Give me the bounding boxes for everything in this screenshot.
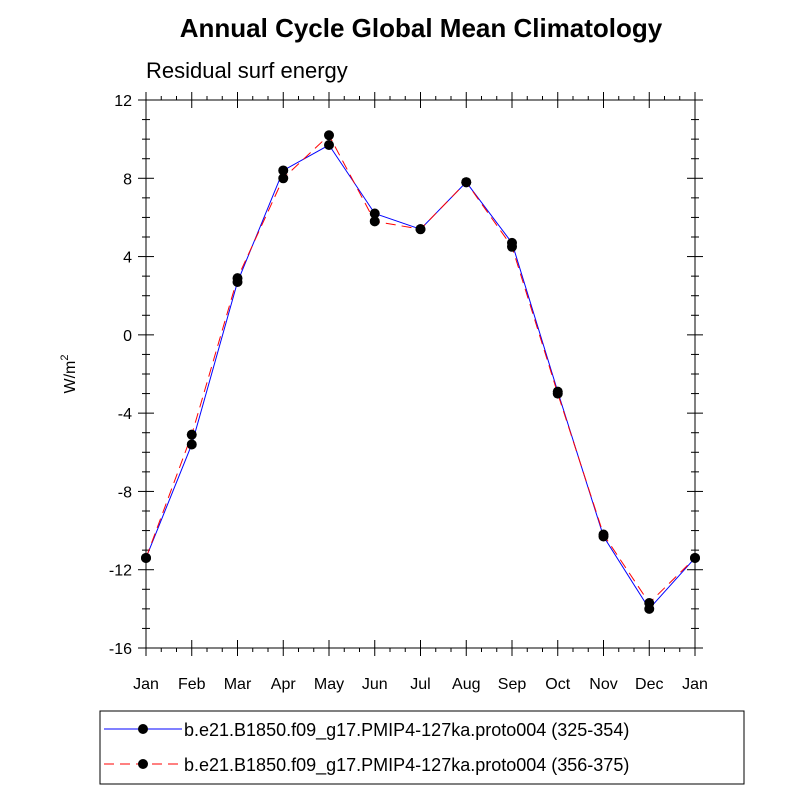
y-axis: -16 -12 -8 -4 0 4 8 12	[109, 93, 703, 658]
x-tick-label: Aug	[452, 676, 480, 693]
legend-label-series-1: b.e21.B1850.f09_g17.PMIP4-127ka.proto004…	[184, 720, 629, 741]
legend-box	[99, 710, 745, 785]
legend-label-series-2: b.e21.B1850.f09_g17.PMIP4-127ka.proto004…	[184, 755, 629, 776]
y-axis-label-superscript: 2	[59, 355, 71, 361]
chart-title: Annual Cycle Global Mean Climatology	[180, 13, 663, 43]
chart-subtitle: Residual surf energy	[146, 58, 348, 83]
x-tick-label: Nov	[589, 676, 617, 693]
y-tick-label: -12	[109, 563, 132, 580]
x-tick-label: Sep	[498, 676, 527, 693]
x-tick-label: Jan	[133, 676, 159, 693]
series-line-2	[145, 134, 696, 604]
data-point-series-1	[324, 140, 334, 151]
series-layer	[141, 130, 700, 614]
data-point-series-2	[552, 388, 563, 399]
x-axis: Jan Feb Mar Apr May Jun Jul Aug Sep Oct Nov Dec Jan	[133, 92, 708, 693]
series-line-1	[145, 144, 696, 610]
plot-frame	[145, 99, 696, 649]
y-tick-label: 0	[123, 328, 132, 345]
x-tick-label: May	[314, 676, 344, 693]
x-tick-label: Mar	[224, 676, 252, 693]
y-tick-label: 8	[123, 171, 132, 188]
x-tick-label: Jul	[410, 676, 430, 693]
data-point-series-1	[186, 439, 197, 450]
y-tick-label: -16	[109, 641, 132, 658]
y-axis-label: W/m2	[59, 355, 79, 394]
x-tick-label: Dec	[635, 676, 663, 693]
legend-marker-series-1	[138, 724, 148, 734]
legend: b.e21.B1850.f09_g17.PMIP4-127ka.proto004…	[99, 710, 745, 785]
data-point-series-2	[507, 241, 517, 252]
data-point-series-2	[690, 552, 700, 563]
data-point-series-2	[644, 597, 655, 608]
data-point-series-2	[278, 173, 289, 184]
data-point-series-1	[278, 165, 289, 176]
y-axis-label-text: W/m	[62, 361, 79, 394]
data-point-series-2	[415, 224, 426, 235]
legend-marker-series-2	[138, 759, 148, 769]
x-tick-label: Oct	[545, 676, 570, 693]
data-point-series-2	[324, 130, 334, 141]
y-tick-label: -4	[118, 406, 132, 423]
data-point-series-2	[232, 273, 243, 284]
data-point-series-2	[186, 429, 197, 440]
x-tick-label: Apr	[271, 676, 297, 693]
x-tick-label: Jan	[682, 676, 708, 693]
data-point-series-2	[461, 177, 472, 188]
data-point-series-2	[141, 552, 151, 563]
plot-area	[145, 99, 696, 649]
y-tick-label: 4	[123, 250, 132, 267]
y-tick-label: 12	[114, 93, 132, 110]
data-point-series-2	[369, 216, 380, 227]
y-tick-label: -8	[118, 484, 132, 501]
data-point-series-2	[598, 529, 609, 540]
x-tick-label: Feb	[178, 676, 206, 693]
x-tick-label: Jun	[362, 676, 388, 693]
data-point-series-1	[369, 208, 380, 219]
